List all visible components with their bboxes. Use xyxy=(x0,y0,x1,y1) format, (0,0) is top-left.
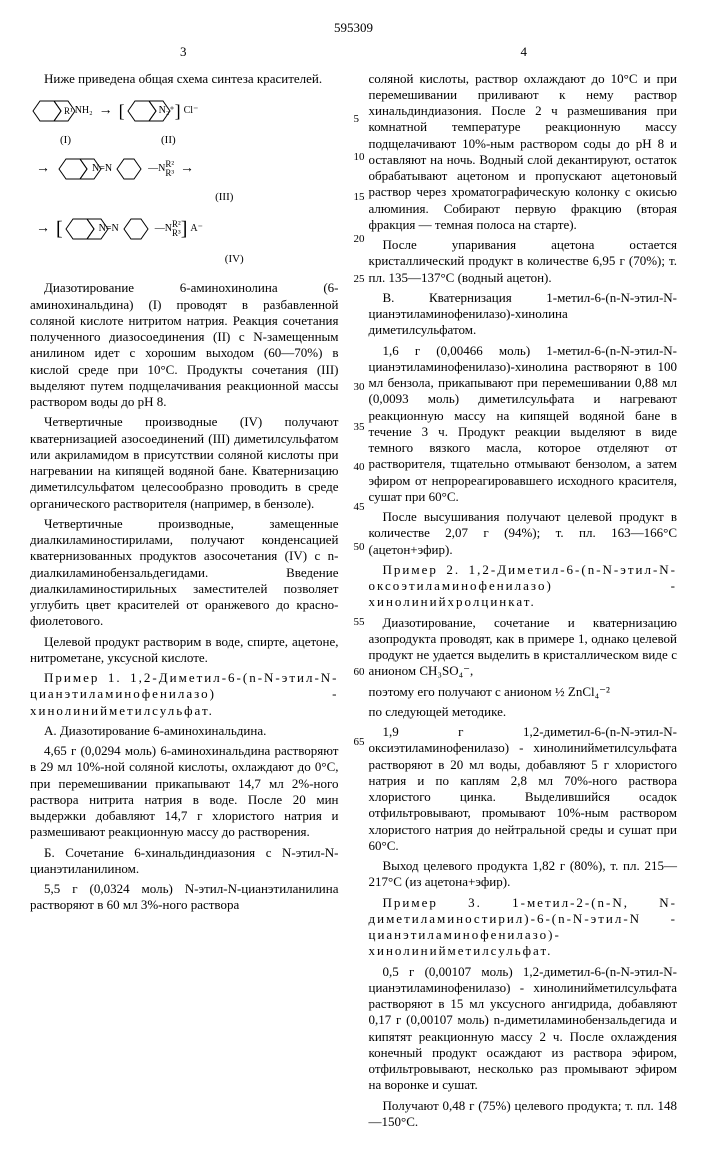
example-title-text: Пример 1. 1,2-Диметил-6-(n-N-этил-N-циан… xyxy=(30,670,339,718)
labels-row-1: (I) (II) xyxy=(60,132,339,150)
body-paragraph: Диазотирование 6-аминохинолина (6-аминох… xyxy=(30,280,339,410)
arrow-icon: → xyxy=(36,158,50,180)
body-paragraph: 1,6 г (0,00466 моль) 1-метил-6-(n-N-этил… xyxy=(369,343,678,506)
example-title: Пример 1. 1,2-Диметил-6-(n-N-этил-N-циан… xyxy=(30,670,339,719)
body-paragraph: поэтому его получают с анионом ½ ZnCl₄⁻² xyxy=(369,684,678,700)
quinoline-icon xyxy=(63,215,97,243)
page-num-right: 4 xyxy=(521,44,528,60)
arrow-icon: → xyxy=(99,100,113,122)
line-number: 55 xyxy=(354,616,365,630)
body-paragraph: Четвертичные производные (IV) получают к… xyxy=(30,414,339,512)
label-cl: Cl⁻ xyxy=(184,103,199,119)
label-a: A⁻ xyxy=(190,221,203,237)
quinoline-icon xyxy=(125,97,159,125)
reaction-row-3: → [ N=N —N R² R³ ] A⁻ xyxy=(30,213,339,245)
arrow-icon: → xyxy=(36,218,50,240)
benzene-icon xyxy=(121,215,155,243)
left-column: Ниже приведена общая схема синтеза краси… xyxy=(30,71,339,1135)
line-number: 65 xyxy=(354,736,365,750)
intro-paragraph: Ниже приведена общая схема синтеза краси… xyxy=(30,71,339,87)
body-paragraph: После упаривания ацетона остается криста… xyxy=(369,237,678,286)
line-number: 15 xyxy=(354,191,365,205)
body-paragraph: Получают 0,48 г (75%) целевого продукта;… xyxy=(369,1098,678,1131)
reaction-row-2: → N=N —N R² R³ → xyxy=(30,155,339,183)
body-paragraph: После высушивания получают целевой проду… xyxy=(369,509,678,558)
line-number: 30 xyxy=(354,381,365,395)
reaction-row-1: R¹ NH₂ → [ N₂⁺ ] Cl⁻ xyxy=(30,97,339,126)
document-number: 595309 xyxy=(30,20,677,36)
body-paragraph: Четвертичные производные, замещенные диа… xyxy=(30,516,339,630)
right-column: соляной кислоты, раствор охлаждают до 10… xyxy=(369,71,678,1135)
quinoline-icon xyxy=(30,97,64,125)
example-subheading: Б. Сочетание 6-хинальдиндиазония с N-эти… xyxy=(30,845,339,878)
two-column-body: 5 10 15 20 25 30 35 40 45 50 55 60 65 Ни… xyxy=(30,71,677,1135)
body-paragraph: 5,5 г (0,0324 моль) N-этил-N-цианэтилани… xyxy=(30,881,339,914)
example-title-text: Пример 2. 1,2-Диметил-6-(n-N-этил-N-оксо… xyxy=(369,562,678,610)
body-paragraph: Целевой продукт растворим в воде, спирте… xyxy=(30,634,339,667)
compound-label: (IV) xyxy=(130,251,339,269)
line-number: 20 xyxy=(354,233,365,247)
benzene-icon xyxy=(114,155,148,183)
page-numbers-row: 3 4 xyxy=(180,44,527,60)
compound-label: (I) xyxy=(60,132,71,150)
line-number: 25 xyxy=(354,273,365,287)
example-title: Пример 3. 1-метил-2-(n-N, N-диметиламино… xyxy=(369,895,678,960)
line-number: 35 xyxy=(354,421,365,435)
page-num-left: 3 xyxy=(180,44,187,60)
body-paragraph: 0,5 г (0,00107 моль) 1,2-диметил-6-(n-N-… xyxy=(369,964,678,1094)
compound-label: (II) xyxy=(161,132,176,150)
line-number: 50 xyxy=(354,541,365,555)
line-number: 45 xyxy=(354,501,365,515)
body-paragraph: по следующей методике. xyxy=(369,704,678,720)
body-paragraph: 4,65 г (0,0294 моль) 6-аминохинальдина р… xyxy=(30,743,339,841)
quinoline-icon xyxy=(56,155,90,183)
reaction-scheme: R¹ NH₂ → [ N₂⁺ ] Cl⁻ (I) (II) → xyxy=(30,97,339,269)
label-r3: R³ xyxy=(165,169,174,178)
label-nh2: NH₂ xyxy=(75,103,93,119)
example-title-text: Пример 3. 1-метил-2-(n-N, N-диметиламино… xyxy=(369,895,678,959)
body-paragraph: 1,9 г 1,2-диметил-6-(n-N-этил-N-оксиэтил… xyxy=(369,724,678,854)
line-number: 5 xyxy=(354,113,360,127)
body-paragraph: Выход целевого продукта 1,82 г (80%), т.… xyxy=(369,858,678,891)
compound-label: (III) xyxy=(110,189,339,207)
label-r3: R³ xyxy=(172,229,181,238)
arrow-icon: → xyxy=(180,158,194,180)
body-paragraph: Диазотирование, сочетание и кватернизаци… xyxy=(369,615,678,680)
example-subheading: В. Кватернизация 1-метил-6-(n-N-этил-N-ц… xyxy=(369,290,678,339)
example-title: Пример 2. 1,2-Диметил-6-(n-N-этил-N-оксо… xyxy=(369,562,678,611)
body-paragraph: соляной кислоты, раствор охлаждают до 10… xyxy=(369,71,678,234)
example-subheading: А. Диазотирование 6-аминохинальдина. xyxy=(30,723,339,739)
line-number: 60 xyxy=(354,666,365,680)
line-number: 40 xyxy=(354,461,365,475)
line-number: 10 xyxy=(354,151,365,165)
